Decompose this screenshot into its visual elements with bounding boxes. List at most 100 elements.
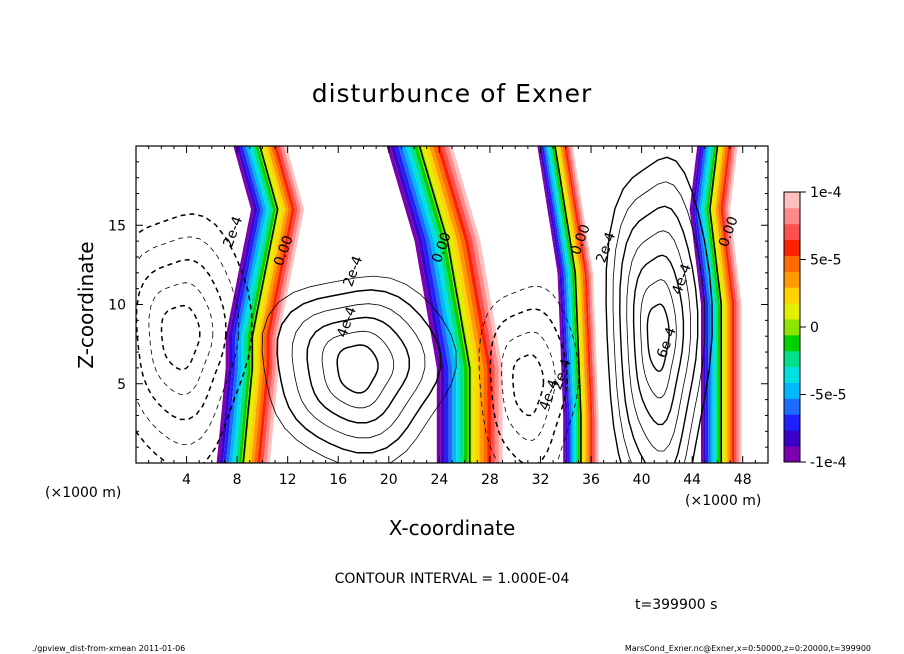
zero-contour-0 [242,146,279,463]
shaded-band-2-7 [551,146,580,463]
shaded-band-0-14 [260,146,298,463]
y-tick-label-2: 15 [108,218,126,234]
shaded-band-3-7 [706,146,720,463]
shaded-band-0-2 [222,146,261,463]
colorbar-swatch-4 [784,382,800,399]
colorbar-swatch-15 [784,207,800,225]
shaded-band-2-15 [568,146,597,463]
shaded-band-3-6 [703,146,718,463]
plot-area [136,146,742,463]
negative-contour-mid-1 [501,331,556,441]
shaded-band-3-12 [718,146,732,463]
shaded-band-2-13 [564,146,593,463]
zero-contour-3 [709,146,723,463]
negative-contour-left-0 [160,304,201,371]
shaded-band-0-16 [266,146,305,463]
shaded-band-2-1 [539,146,568,463]
contour-label-2: 2e-4 [341,254,367,289]
positive-contour-right-2 [632,254,685,426]
y-tick-label-1: 10 [108,298,126,314]
shaded-band-2-2 [541,146,570,463]
x-tick-label-9: 40 [633,472,651,488]
colorbar-tick-label-1: 5e-5 [810,253,841,269]
shaded-band-0-7 [238,146,276,463]
colorbar-swatch-11 [784,271,800,288]
shaded-band-3-0 [689,146,704,463]
colorbar-swatch-0 [784,446,800,463]
y-tick-label-0: 5 [117,377,126,393]
positive-contour-left-2 [306,316,411,424]
colorbar-swatch-13 [784,239,800,256]
positive-contour-left-1 [321,330,395,409]
zero-contour-1 [418,146,471,463]
x-tick-label-11: 48 [734,472,752,488]
shaded-band-2-16 [570,146,599,463]
shaded-band-2-9 [556,146,585,463]
contour-label-0: 2e-4 [220,214,246,249]
colorbar-swatch-16 [784,192,800,209]
positive-contour-right-3 [626,230,691,452]
colorbar-swatch-3 [784,398,800,415]
colorbar-swatch-5 [784,366,800,383]
x-tick-label-10: 44 [683,472,701,488]
shaded-band-3-3 [696,146,711,463]
x-unit-label: (×1000 m) [45,485,121,501]
shaded-band-2-4 [545,146,574,463]
shaded-band-0-6 [235,146,273,463]
x-tick-label-1: 8 [233,472,242,488]
positive-contour-right-1 [640,279,677,399]
zero-contour-2 [554,146,582,463]
shaded-band-3-2 [694,146,709,463]
shaded-bands [216,146,742,463]
shaded-band-2-14 [566,146,595,463]
positive-contour-right-0 [646,303,670,372]
negative-contour-left-2 [136,258,227,421]
negative-contour-mid-2 [489,308,568,463]
shaded-band-3-5 [701,146,716,463]
shaded-band-3-14 [722,146,737,463]
colorbar-swatch-6 [784,350,800,368]
positive-contour-left-4 [276,289,442,454]
footer-left: ./gpview_dist-from-xmean 2011-01-06 [32,644,185,653]
contour-label-3: 4e-4 [334,305,360,340]
contour-label-11: 4e-4 [536,377,562,412]
colorbar-tick-label-2: 0 [810,320,819,336]
x-tick-label-6: 28 [481,472,499,488]
contour-label-6: 2e-4 [593,230,619,265]
shaded-band-2-11 [560,146,589,463]
shaded-band-3-9 [711,146,725,463]
negative-contour-left-1 [148,282,214,395]
shaded-band-0-5 [232,146,270,463]
colorbar-tick-label-3: -5e-5 [810,388,847,404]
negative-contour-left-4 [136,213,253,463]
x-tick-label-0: 4 [182,472,191,488]
x-tick-label-2: 12 [279,472,297,488]
shaded-band-3-10 [713,146,728,463]
colorbar-swatch-1 [784,430,800,447]
contour-interval-note: CONTOUR INTERVAL = 1.000E-04 [335,571,570,587]
colorbar-swatch-8 [784,319,800,336]
shaded-band-3-13 [720,146,735,463]
shaded-band-3-16 [727,146,742,463]
positive-contour-right-4 [619,205,699,463]
shaded-band-2-5 [547,146,576,463]
shaded-band-0-10 [247,146,286,463]
positive-contour-right-5 [612,181,706,463]
colorbar-swatch-14 [784,223,800,241]
shaded-band-3-15 [725,146,740,463]
shaded-band-0-12 [254,146,292,463]
shaded-band-3-4 [699,146,713,463]
positive-contour-left-0 [336,344,379,394]
negative-contour-mid-0 [512,353,545,417]
shaded-band-0-9 [244,146,283,463]
shaded-band-2-12 [562,146,591,463]
x-axis-ticks: 4 8 12 16 20 24 28 32 36 40 44 48 [148,146,769,488]
y-axis-ticks: 5 10 15 [108,161,768,448]
negative-contour-mid-3 [478,285,579,463]
positive-contour-left-3 [291,303,426,439]
x-tick-label-5: 24 [430,472,448,488]
positive-contour-left-5 [261,275,457,463]
time-stamp: t=399900 s [635,597,717,613]
colorbar-swatch-12 [784,255,800,272]
